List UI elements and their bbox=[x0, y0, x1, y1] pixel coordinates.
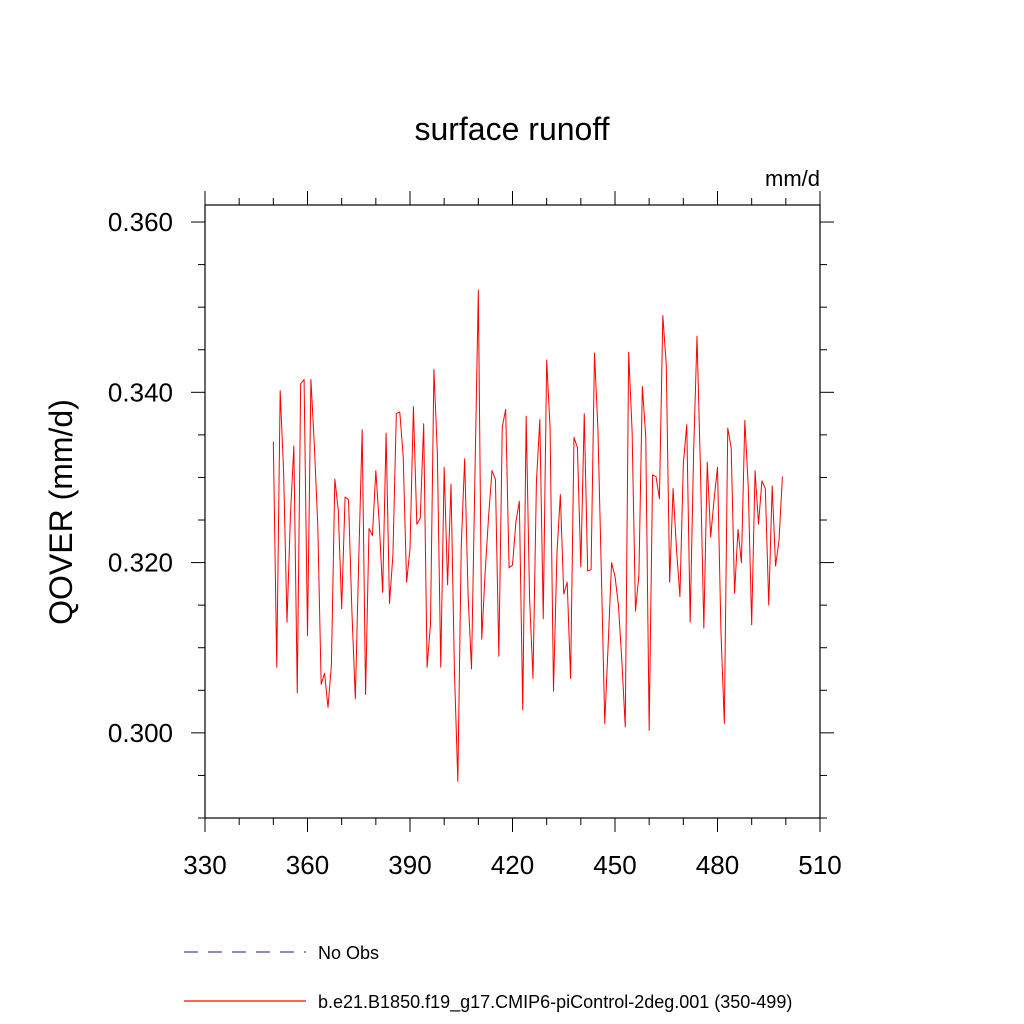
units-label: mm/d bbox=[765, 166, 820, 191]
y-axis-label: QOVER (mm/d) bbox=[43, 399, 79, 625]
y-tick-label: 0.340 bbox=[108, 377, 173, 407]
x-tick-label: 360 bbox=[286, 850, 329, 880]
chart-title: surface runoff bbox=[414, 111, 609, 147]
x-tick-label: 390 bbox=[388, 850, 431, 880]
x-tick-label: 480 bbox=[696, 850, 739, 880]
plot-frame bbox=[204, 204, 821, 819]
legend-label-model: b.e21.B1850.f19_g17.CMIP6-piControl-2deg… bbox=[318, 992, 792, 1013]
series-line-model bbox=[272, 289, 783, 782]
x-tick-label: 330 bbox=[183, 850, 226, 880]
axes bbox=[204, 204, 821, 819]
x-tick-label: 420 bbox=[491, 850, 534, 880]
series-lines bbox=[272, 289, 783, 782]
legend: No Obs b.e21.B1850.f19_g17.CMIP6-piContr… bbox=[184, 943, 792, 1013]
legend-label-no-obs: No Obs bbox=[318, 943, 379, 963]
y-tick-label: 0.300 bbox=[108, 718, 173, 748]
y-tick-label: 0.360 bbox=[108, 207, 173, 237]
x-tick-label: 450 bbox=[593, 850, 636, 880]
y-tick-label: 0.320 bbox=[108, 548, 173, 578]
x-tick-label: 510 bbox=[798, 850, 841, 880]
ticks: 330 360 390 420 450 480 510 0.300 0.320 0.340 0.36… bbox=[108, 191, 842, 880]
